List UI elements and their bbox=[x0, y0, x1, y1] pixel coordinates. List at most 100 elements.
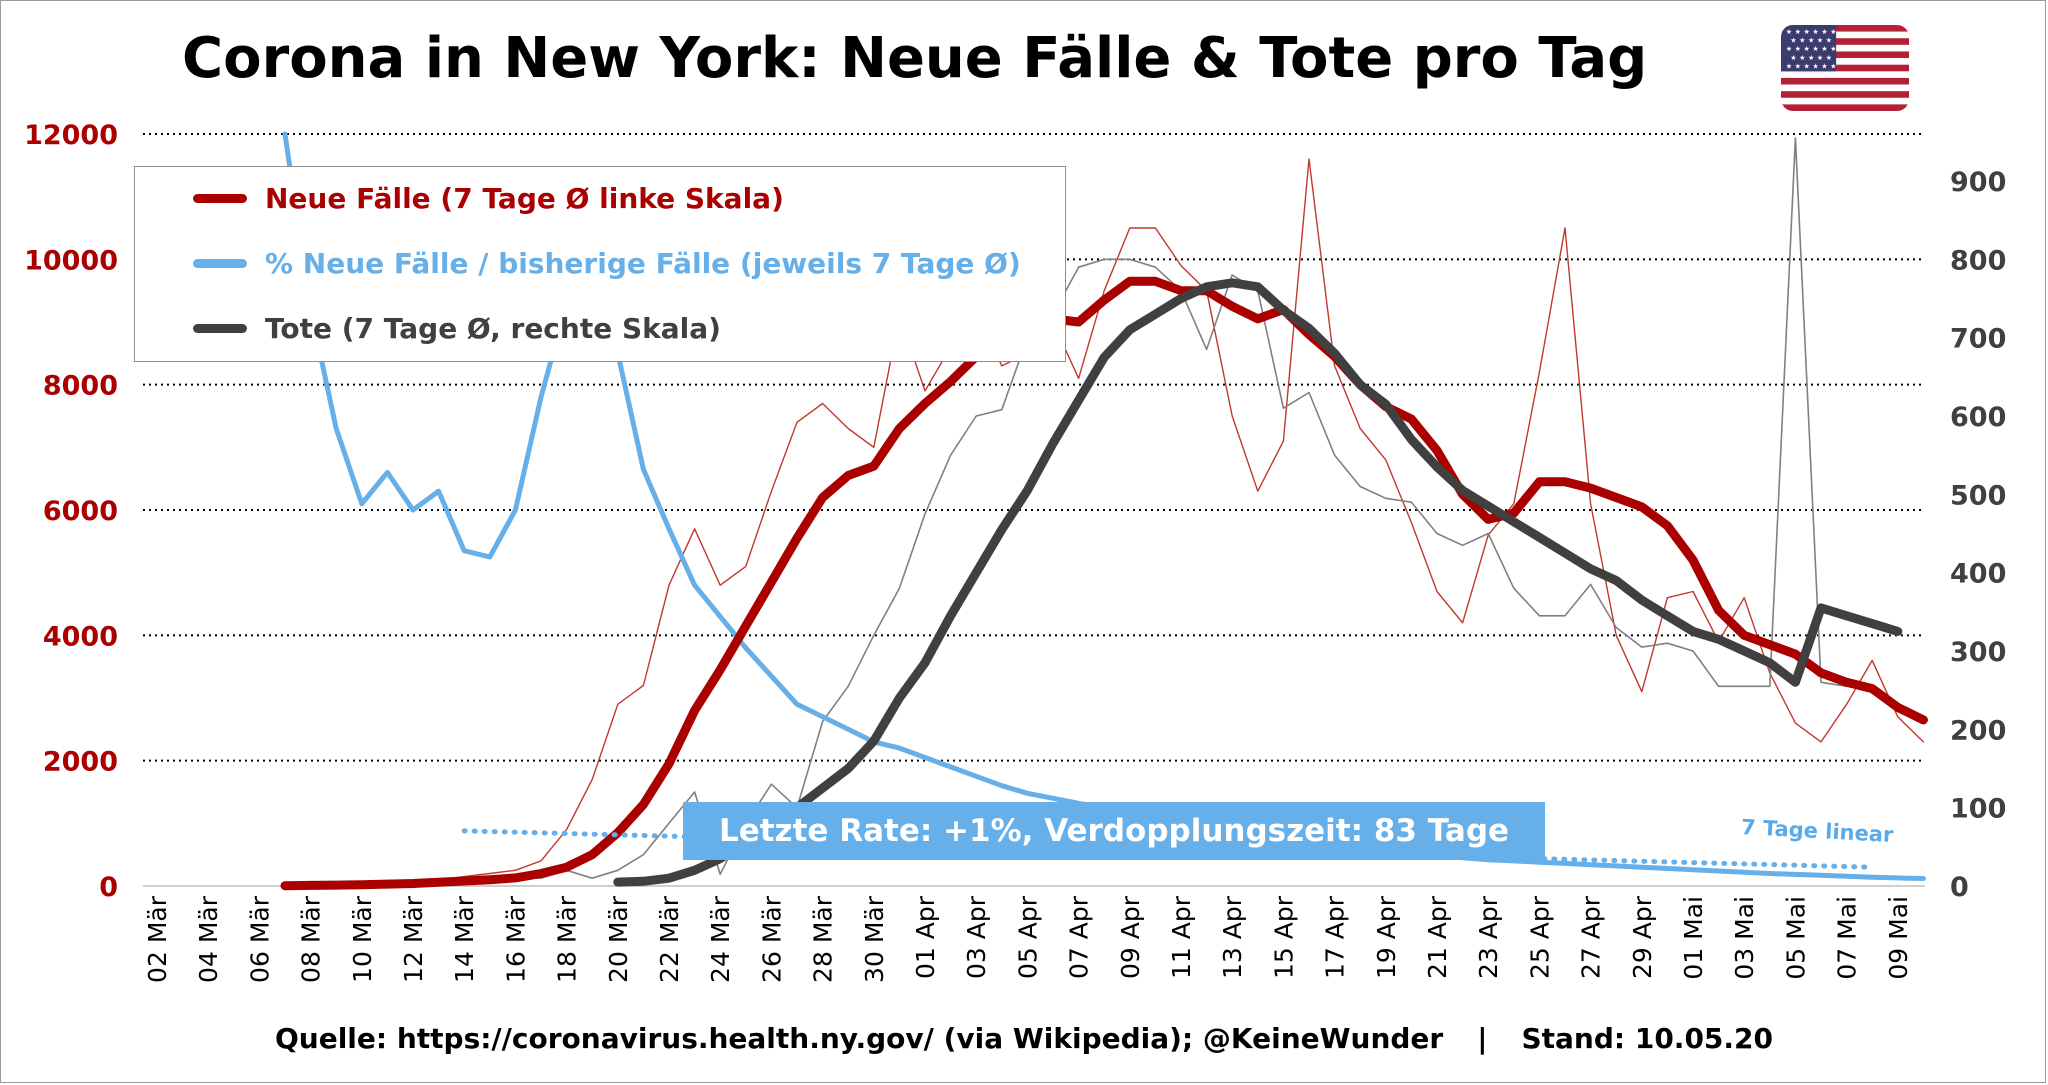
x-axis-tick-label: 09 Mai bbox=[1884, 896, 1913, 980]
flag-star: ★ bbox=[1786, 28, 1792, 36]
x-axis-tick-label: 20 Mär bbox=[604, 895, 633, 983]
footer-source-line: Quelle: https://coronavirus.health.ny.go… bbox=[0, 1022, 2048, 1055]
series-deaths-avg bbox=[613, 278, 1903, 887]
x-axis-tick-label: 19 Apr bbox=[1372, 895, 1401, 979]
flag-star: ★ bbox=[1808, 54, 1814, 62]
x-axis-tick-label: 17 Apr bbox=[1321, 895, 1350, 979]
flag-star: ★ bbox=[1826, 54, 1832, 62]
right-axis-tick-label: 900 bbox=[1950, 167, 2006, 198]
x-axis-tick-label: 21 Apr bbox=[1423, 895, 1452, 979]
flag-star: ★ bbox=[1813, 45, 1819, 53]
flag-star: ★ bbox=[1786, 45, 1792, 53]
flag-stripe bbox=[1781, 84, 1909, 92]
flag-stripe bbox=[1781, 31, 1909, 39]
left-axis-tick-label: 2000 bbox=[43, 747, 118, 778]
x-axis-tick-label: 12 Mär bbox=[399, 895, 428, 983]
x-axis-tick-label: 03 Apr bbox=[962, 895, 991, 979]
x-axis-tick-label: 10 Mär bbox=[348, 895, 377, 983]
flag-stripe bbox=[1781, 91, 1909, 98]
flag-star: ★ bbox=[1821, 62, 1827, 70]
rate-annotation-box: Letzte Rate: +1%, Verdopplungszeit: 83 T… bbox=[683, 802, 1545, 860]
right-axis-tick-label: 500 bbox=[1950, 480, 2006, 511]
flag-stripe bbox=[1781, 38, 1909, 46]
x-axis-tick-label: 18 Mär bbox=[553, 895, 582, 983]
legend-swatch-percent bbox=[193, 258, 247, 268]
right-axis-tick-label: 300 bbox=[1950, 637, 2006, 668]
flag-stripe bbox=[1781, 97, 1909, 105]
flag-star: ★ bbox=[1804, 28, 1810, 36]
x-axis-tick-label: 08 Mär bbox=[297, 895, 326, 983]
x-axis-tick-label: 07 Mai bbox=[1833, 896, 1862, 980]
left-axis-tick-label: 10000 bbox=[24, 245, 118, 276]
flag-star: ★ bbox=[1790, 37, 1796, 45]
flag-star: ★ bbox=[1799, 54, 1805, 62]
right-axis-tick-label: 600 bbox=[1950, 402, 2006, 433]
x-axis-tick-label: 23 Apr bbox=[1474, 895, 1503, 979]
flag-star: ★ bbox=[1817, 37, 1823, 45]
left-axis-tick-label: 4000 bbox=[43, 621, 118, 652]
footer-separator: | bbox=[1477, 1022, 1488, 1055]
right-axis-tick-label: 400 bbox=[1950, 559, 2006, 590]
flag-stripe bbox=[1781, 71, 1909, 79]
flag-star: ★ bbox=[1808, 37, 1814, 45]
right-axis-tick-label: 800 bbox=[1950, 245, 2006, 276]
chart-title: Corona in New York: Neue Fälle & Tote pr… bbox=[182, 26, 1648, 91]
flag-star: ★ bbox=[1813, 62, 1819, 70]
x-axis-tick-label: 05 Apr bbox=[1013, 895, 1042, 979]
flag-star: ★ bbox=[1804, 62, 1810, 70]
legend-entry-deaths: Tote (7 Tage Ø, rechte Skala) bbox=[193, 311, 721, 345]
x-axis-tick-label: 11 Apr bbox=[1167, 895, 1196, 979]
flag-star: ★ bbox=[1821, 28, 1827, 36]
legend-box: Neue Fälle (7 Tage Ø linke Skala) % Neue… bbox=[134, 166, 1066, 362]
x-axis-tick-label: 15 Apr bbox=[1269, 895, 1298, 979]
series-cases-avg bbox=[280, 276, 1928, 891]
x-axis-tick-label: 07 Apr bbox=[1065, 895, 1094, 979]
x-axis-tick-label: 06 Mär bbox=[245, 895, 274, 983]
x-axis-tick-label: 27 Apr bbox=[1577, 895, 1606, 979]
x-axis-tick-label: 24 Mär bbox=[706, 895, 735, 983]
flag-stripe bbox=[1781, 44, 1909, 52]
flag-stripe bbox=[1781, 51, 1909, 59]
flag-star: ★ bbox=[1830, 28, 1836, 36]
x-axis-tick-label: 05 Mai bbox=[1781, 896, 1810, 980]
flag-star: ★ bbox=[1786, 62, 1792, 70]
right-axis-tick-label: 0 bbox=[1950, 872, 1969, 903]
x-axis-tick-label: 02 Mär bbox=[143, 895, 172, 983]
flag-star: ★ bbox=[1830, 62, 1836, 70]
flag-star: ★ bbox=[1795, 28, 1801, 36]
flag-stripe bbox=[1781, 104, 1909, 111]
right-axis-tick-label: 100 bbox=[1950, 794, 2006, 825]
legend-label-percent: % Neue Fälle / bisherige Fälle (jeweils … bbox=[265, 246, 1021, 280]
x-axis-tick-label: 13 Apr bbox=[1218, 895, 1247, 979]
legend-label-deaths: Tote (7 Tage Ø, rechte Skala) bbox=[265, 311, 721, 345]
legend-swatch-deaths bbox=[193, 323, 247, 333]
right-axis-tick-label: 200 bbox=[1950, 715, 2006, 746]
right-axis-tick-label: 700 bbox=[1950, 324, 2006, 355]
x-axis-tick-label: 29 Apr bbox=[1628, 895, 1657, 979]
x-axis-tick-label: 28 Mär bbox=[809, 895, 838, 983]
flag-star: ★ bbox=[1821, 45, 1827, 53]
flag-star: ★ bbox=[1804, 45, 1810, 53]
legend-label-cases: Neue Fälle (7 Tage Ø linke Skala) bbox=[265, 181, 784, 215]
x-axis-tick-label: 16 Mär bbox=[501, 895, 530, 983]
x-axis-tick-label: 26 Mär bbox=[757, 895, 786, 983]
left-axis-tick-label: 6000 bbox=[43, 496, 118, 527]
legend-entry-percent: % Neue Fälle / bisherige Fälle (jeweils … bbox=[193, 246, 1021, 280]
flag-stripe bbox=[1781, 77, 1909, 85]
x-axis-tick-label: 04 Mär bbox=[194, 895, 223, 983]
x-axis-tick-label: 01 Mai bbox=[1679, 896, 1708, 980]
footer-source: Quelle: https://coronavirus.health.ny.go… bbox=[274, 1022, 1444, 1055]
series-cases-daily bbox=[284, 158, 1925, 887]
left-axis-tick-label: 12000 bbox=[24, 120, 118, 151]
us-flag-icon: ★ ★ ★ ★ ★ ★★ ★ ★ ★ ★★ ★ ★ ★ ★ ★★ ★ ★ ★ ★★ ★ ★ ★ ★ ★ bbox=[1781, 25, 1909, 111]
left-axis-tick-label: 8000 bbox=[43, 371, 118, 402]
flag-star: ★ bbox=[1795, 45, 1801, 53]
x-axis-tick-label: 03 Mai bbox=[1730, 896, 1759, 980]
flag-stripe bbox=[1781, 58, 1909, 65]
flag-stripe bbox=[1781, 64, 1909, 72]
legend-swatch-cases bbox=[193, 193, 247, 203]
flag-star: ★ bbox=[1795, 62, 1801, 70]
flag-star: ★ bbox=[1830, 45, 1836, 53]
flag-star: ★ bbox=[1826, 37, 1832, 45]
